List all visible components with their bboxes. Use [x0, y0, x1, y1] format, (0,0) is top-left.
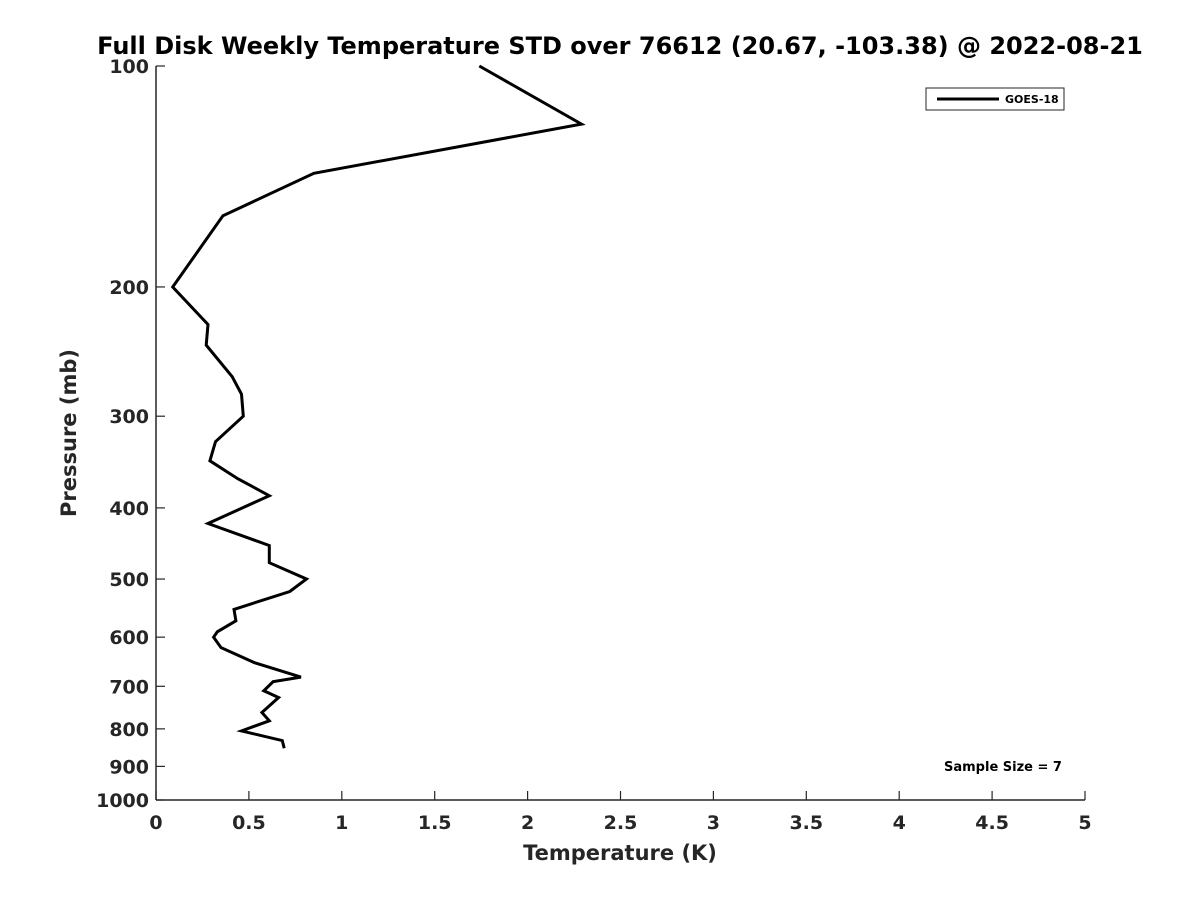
x-tick-label: 1 — [335, 812, 348, 834]
x-tick-label: 0 — [149, 812, 162, 834]
y-axis-label: Pressure (mb) — [57, 349, 81, 517]
y-tick-label: 900 — [109, 756, 149, 778]
x-tick-label: 4 — [893, 812, 906, 834]
x-tick-label: 4.5 — [975, 812, 1009, 834]
series-line-goes-18 — [170, 64, 586, 749]
x-ticks: 0 0.5 1 1.5 2 2.5 3 3.5 4 4.5 5 — [149, 791, 1092, 834]
x-tick-label: 2.5 — [604, 812, 638, 834]
y-tick-label: 800 — [109, 719, 149, 741]
legend-entry-label: GOES-18 — [1005, 93, 1059, 106]
x-tick-label: 1.5 — [418, 812, 452, 834]
x-tick-label: 0.5 — [232, 812, 266, 834]
y-tick-label: 300 — [109, 406, 149, 428]
sample-size-annotation: Sample Size = 7 — [944, 760, 1062, 775]
y-tick-label: 600 — [109, 627, 149, 649]
y-tick-label: 1000 — [96, 790, 149, 812]
x-tick-label: 5 — [1078, 812, 1091, 834]
y-tick-label: 700 — [109, 676, 149, 698]
x-axis-label: Temperature (K) — [523, 841, 717, 865]
series-layer — [170, 64, 586, 749]
y-ticks: 100 200 300 400 500 600 700 800 900 1000 — [96, 56, 165, 812]
y-tick-label: 200 — [109, 277, 149, 299]
x-tick-label: 2 — [521, 812, 534, 834]
legend: GOES-18 — [925, 87, 1065, 111]
chart-title: Full Disk Weekly Temperature STD over 76… — [97, 32, 1143, 60]
x-tick-label: 3 — [707, 812, 720, 834]
y-tick-label: 400 — [109, 498, 149, 520]
x-tick-label: 3.5 — [789, 812, 823, 834]
y-tick-label: 100 — [109, 56, 149, 78]
y-tick-label: 500 — [109, 569, 149, 591]
